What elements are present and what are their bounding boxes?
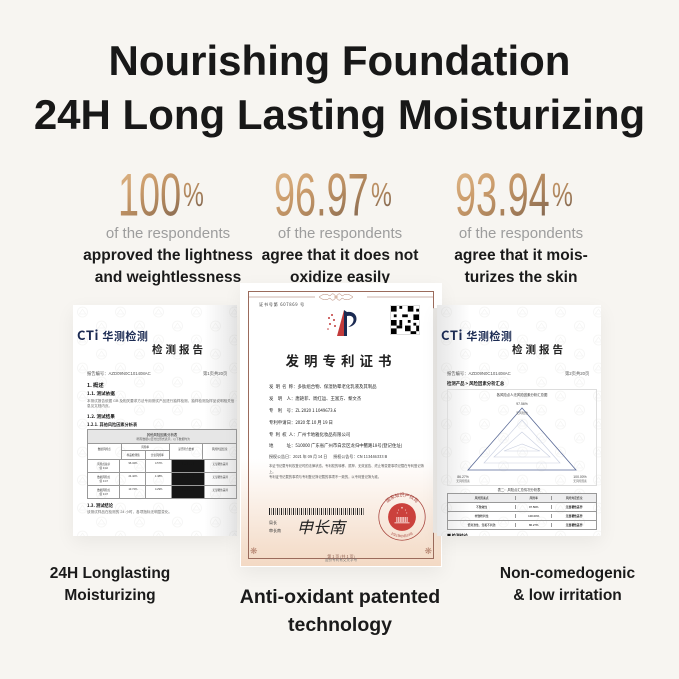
- svg-text:97.56%: 97.56%: [516, 402, 528, 406]
- svg-text:无风险因素: 无风险因素: [456, 479, 470, 483]
- svg-text:无风险性: 无风险性: [516, 410, 528, 415]
- svg-text:2021年09月14日: 2021年09月14日: [390, 530, 413, 538]
- svg-text:无风险因素: 无风险因素: [573, 479, 587, 483]
- svg-text:国家知识产权局: 国家知识产权局: [385, 492, 420, 505]
